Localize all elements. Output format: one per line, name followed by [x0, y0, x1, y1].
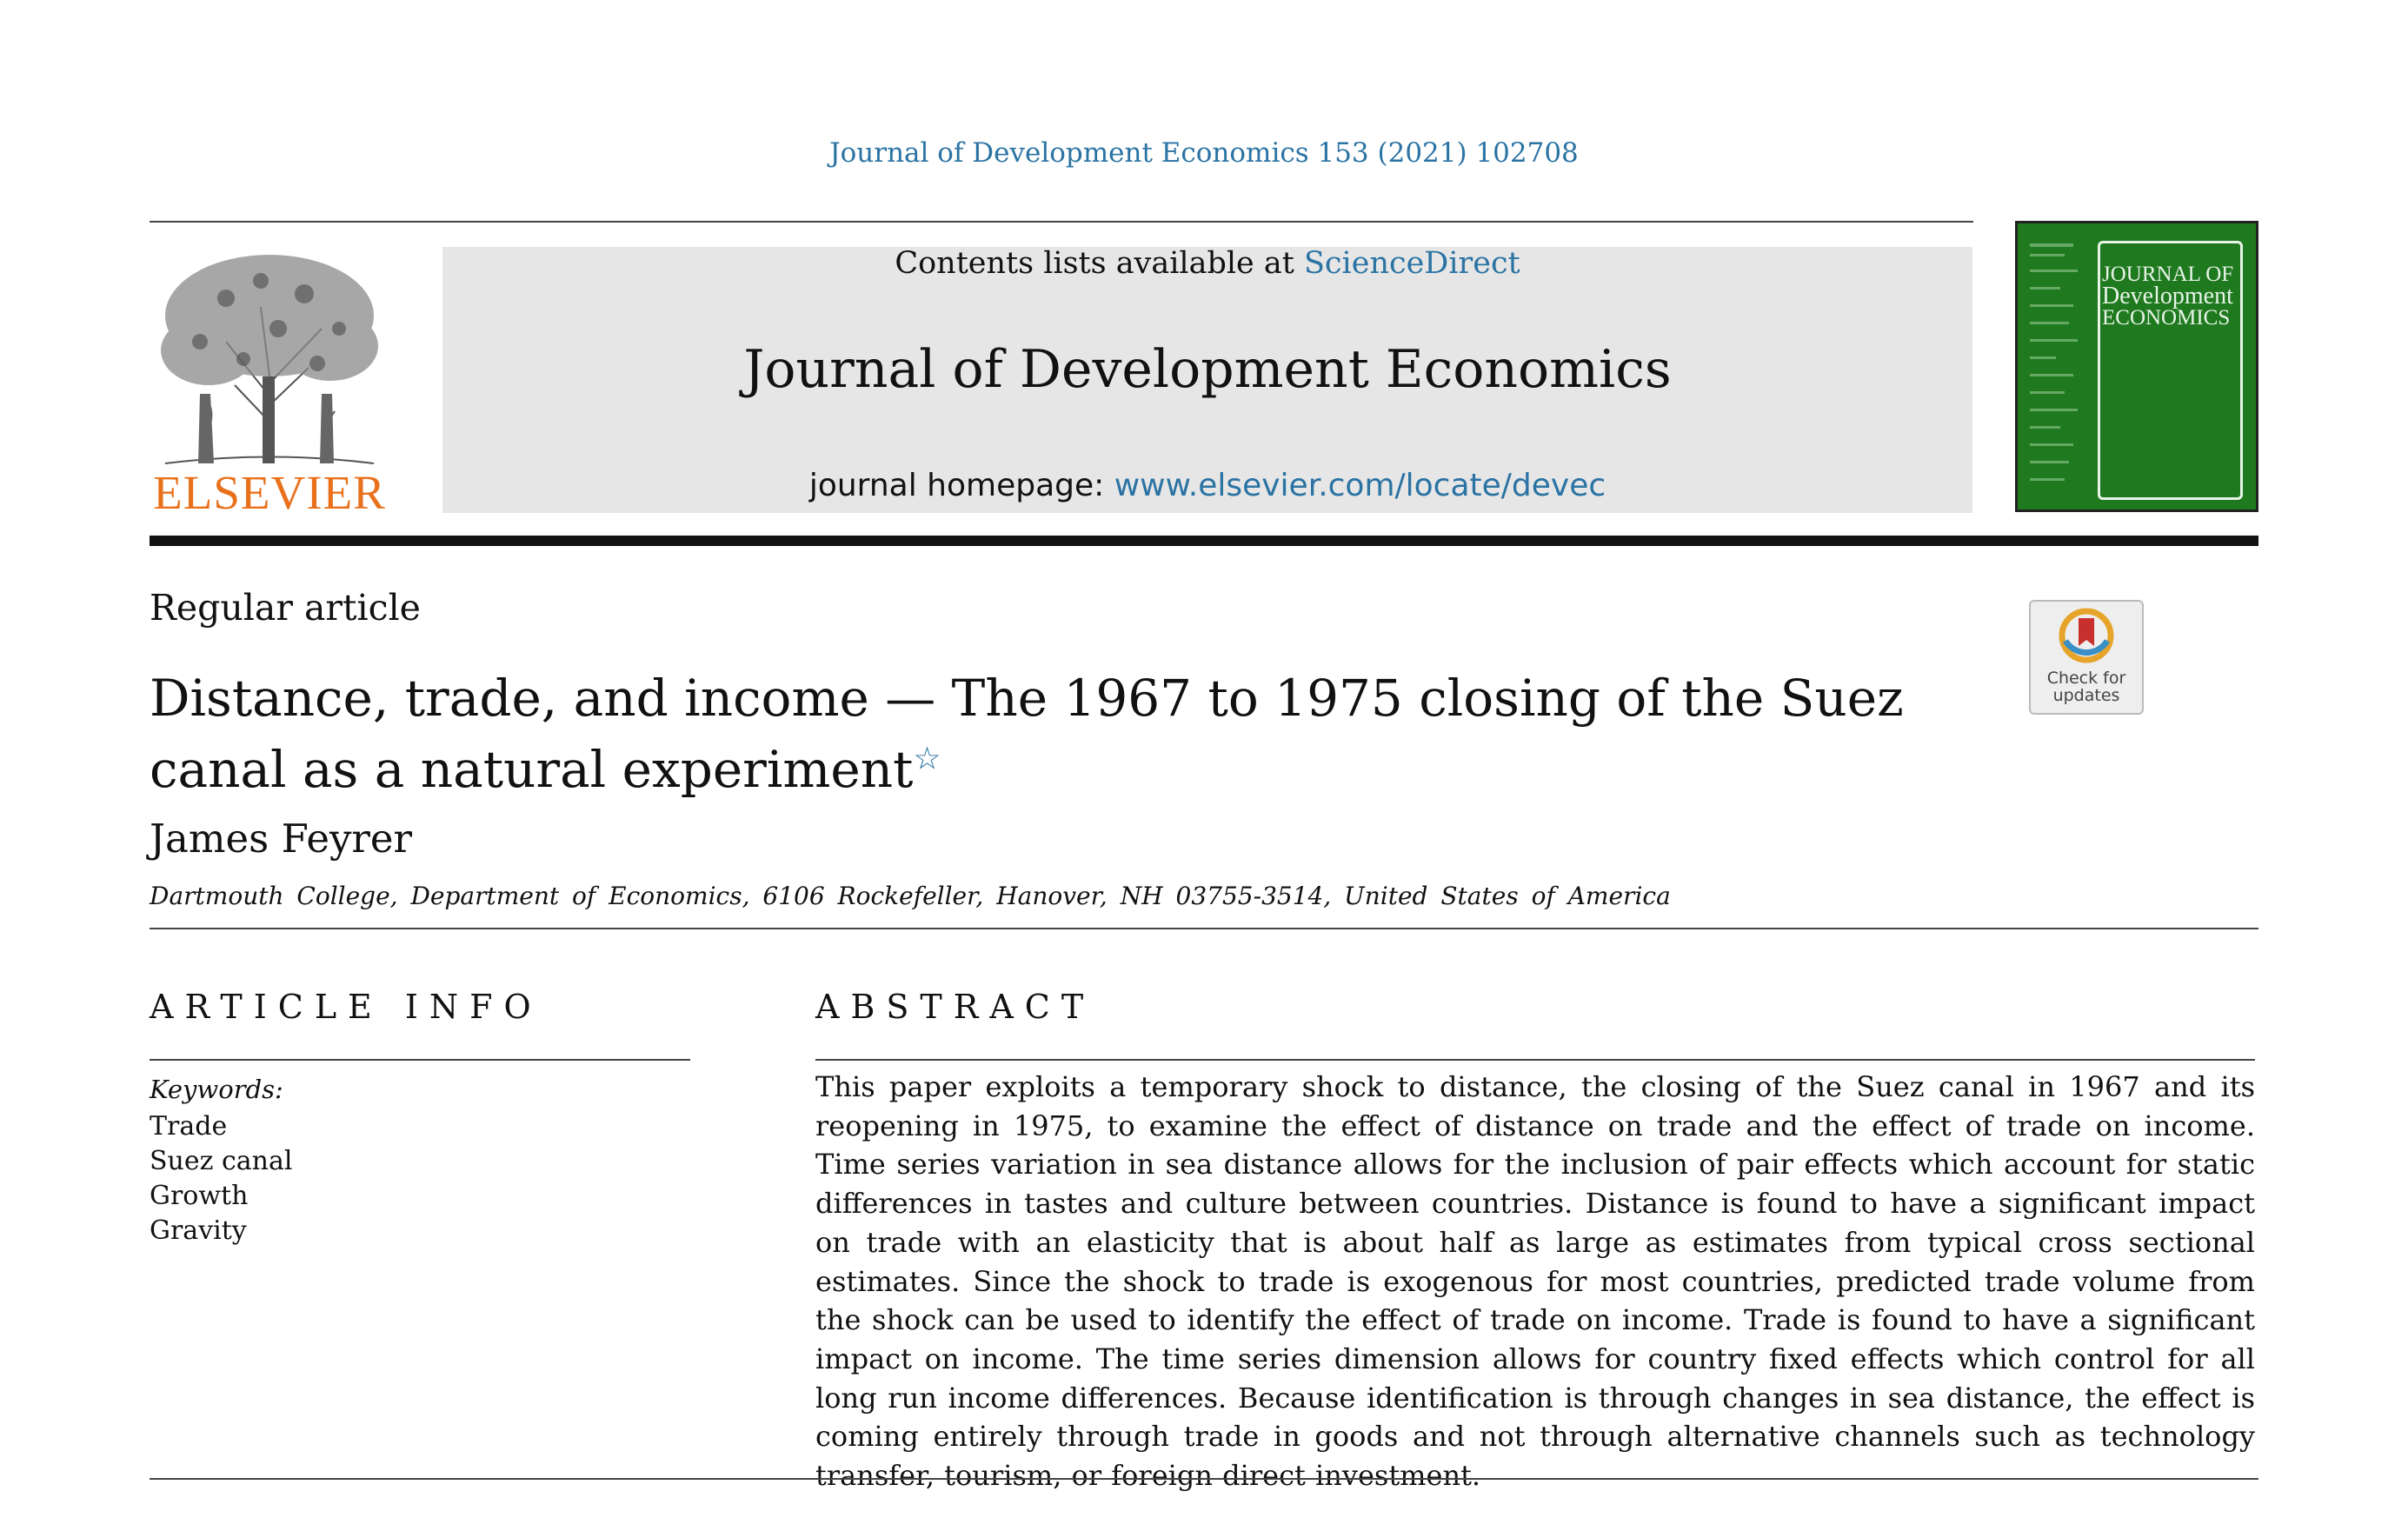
cover-line-3: ECONOMICS — [2102, 306, 2231, 330]
header-bottom-rule — [150, 536, 2258, 546]
abstract-rule — [815, 1059, 2255, 1061]
check-for-updates-label: Check for updates — [2029, 669, 2144, 704]
cover-line-1: JOURNAL OF — [2102, 263, 2234, 286]
article-type: Regular article — [150, 587, 421, 629]
elsevier-wordmark[interactable]: ELSEVIER — [153, 466, 386, 519]
keyword-item: Suez canal — [150, 1146, 293, 1176]
check-for-updates-icon — [2059, 608, 2114, 663]
abstract-heading: ABSTRACT — [815, 988, 1095, 1026]
author-affiliation: Dartmouth College, Department of Economi… — [150, 882, 1671, 910]
keywords-label: Keywords: — [150, 1075, 283, 1104]
journal-cover-title: JOURNAL OF Development ECONOMICS — [2102, 263, 2241, 329]
cfu-line-2: updates — [2052, 686, 2120, 705]
sciencedirect-link[interactable]: ScienceDirect — [1303, 246, 1520, 281]
article-title-text: Distance, trade, and income — The 1967 t… — [150, 669, 1904, 799]
homepage-line: journal homepage: www.elsevier.com/locat… — [442, 468, 1972, 503]
author-name[interactable]: James Feyrer — [150, 816, 413, 862]
journal-cover[interactable] — [2015, 221, 2258, 512]
homepage-link[interactable]: www.elsevier.com/locate/devec — [1114, 468, 1606, 503]
bottom-rule — [150, 1478, 2258, 1480]
keyword-item: Gravity — [150, 1215, 247, 1246]
journal-citation[interactable]: Journal of Development Economics 153 (20… — [829, 137, 1579, 169]
keywords-list: Trade Suez canal Growth Gravity — [150, 1109, 292, 1248]
contents-line: Contents lists available at ScienceDirec… — [442, 246, 1972, 281]
article-title: Distance, trade, and income — The 1967 t… — [150, 662, 1966, 805]
affiliation-rule — [150, 928, 2258, 929]
journal-cover-spine-pattern — [2030, 243, 2078, 481]
homepage-prefix: journal homepage: — [808, 468, 1114, 503]
title-footnote-star-icon[interactable]: ☆ — [913, 741, 941, 777]
keyword-item: Growth — [150, 1181, 249, 1211]
keyword-item: Trade — [150, 1111, 228, 1142]
cfu-line-1: Check for — [2046, 669, 2126, 688]
contents-prefix: Contents lists available at — [895, 246, 1304, 281]
cover-line-2: Development — [2102, 283, 2233, 310]
journal-header-box — [442, 247, 1972, 513]
journal-cover-panel — [2098, 241, 2243, 500]
article-info-heading: ARTICLE INFO — [150, 988, 542, 1026]
article-info-rule — [150, 1059, 690, 1061]
elsevier-tree-logo — [161, 255, 378, 464]
journal-title: Journal of Development Economics — [743, 339, 1672, 400]
header-top-rule — [150, 221, 1973, 223]
abstract-body: This paper exploits a temporary shock to… — [815, 1070, 2255, 1493]
